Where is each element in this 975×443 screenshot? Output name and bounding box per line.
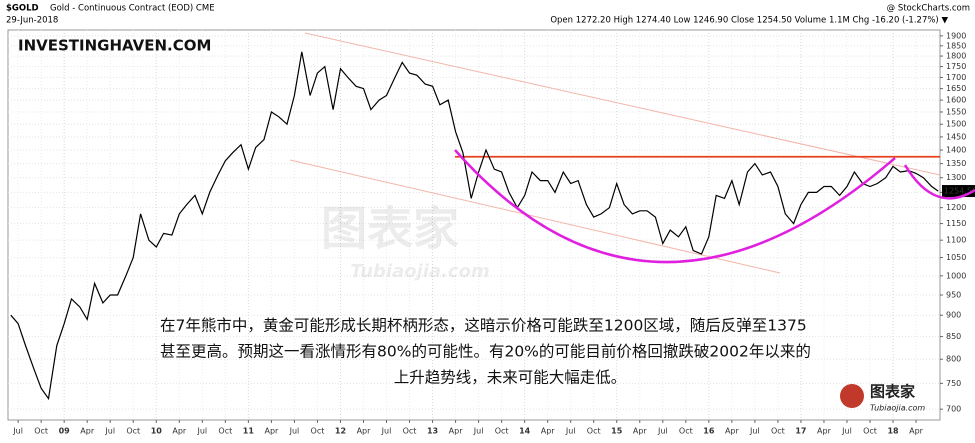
x-tick-label: Jul: [381, 427, 392, 436]
plot-frame: [7, 29, 941, 421]
y-tick-label: 1900: [946, 31, 966, 40]
x-tick-label: Jul: [473, 427, 484, 436]
x-tick-label: Jul: [196, 427, 207, 436]
x-tick-label: Oct: [34, 427, 48, 436]
y-tick-label: 800: [946, 355, 961, 364]
channel-lower: [289, 159, 781, 274]
x-tick-label: Oct: [218, 427, 232, 436]
handle-curve: [903, 164, 975, 200]
center-watermark-url: Tubiaojia.com: [350, 261, 489, 282]
quote: Open 1272.20 High 1274.40 Low 1246.90 Cl…: [550, 16, 948, 26]
watermark: INVESTINGHAVEN.COM: [18, 37, 211, 55]
y-tick-label: 750: [946, 379, 961, 388]
x-tick-label: 17: [795, 427, 806, 436]
y-tick-label: 950: [946, 290, 961, 299]
grid: 700 750 800 850 900 950 1000 1050 1100 1150 1200 12…: [8, 30, 966, 436]
logo-url: Tubiaojia.com: [870, 404, 925, 413]
x-tick-label: Jul: [289, 427, 300, 436]
x-tick-label: 14: [519, 427, 531, 436]
x-tick-label: Apr: [80, 427, 95, 436]
x-tick-label: Oct: [311, 427, 325, 436]
y-tick-label: 1500: [946, 120, 966, 129]
x-tick-label: Oct: [126, 427, 140, 436]
date: 29-Jun-2018: [6, 16, 58, 26]
logo-text: 图表家: [870, 383, 915, 401]
x-tick-label: Apr: [725, 427, 740, 436]
x-tick-label: 16: [703, 427, 715, 436]
x-tick-label: Oct: [587, 427, 601, 436]
center-watermark: 图表家: [321, 202, 459, 256]
y-tick-label: 850: [946, 332, 961, 341]
x-tick-label: 10: [151, 427, 163, 436]
x-tick-label: 12: [335, 427, 346, 436]
x-tick-label: Jul: [565, 427, 576, 436]
y-tick-label: 1750: [946, 62, 966, 71]
y-tick-label: 1300: [946, 173, 966, 182]
y-tick-label: 1800: [946, 52, 966, 61]
y-tick-label: 1650: [946, 84, 966, 93]
y-tick-label: 1200: [946, 203, 966, 212]
x-tick-label: Jul: [104, 427, 115, 436]
x-tick-label: 09: [59, 427, 71, 436]
x-tick-label: Oct: [679, 427, 693, 436]
y-tick-label: 1000: [946, 271, 966, 280]
y-tick-label: 1600: [946, 96, 966, 105]
y-tick-label: 1850: [946, 41, 966, 50]
y-tick-label: 700: [946, 405, 961, 414]
y-tick-label: 900: [946, 311, 961, 320]
x-tick-label: Apr: [541, 427, 556, 436]
last-value-label: 1254.50: [944, 187, 975, 196]
y-tick-label: 1100: [946, 236, 966, 245]
y-tick-label: 1400: [946, 146, 966, 155]
symbol: $GOLD: [6, 4, 39, 14]
x-tick-label: Apr: [449, 427, 464, 436]
x-tick-label: Apr: [172, 427, 187, 436]
x-tick-label: 11: [243, 427, 255, 436]
x-tick-label: Apr: [264, 427, 279, 436]
cup-curve: [454, 149, 896, 264]
x-tick-label: Apr: [909, 427, 924, 436]
x-tick-label: Jul: [657, 427, 668, 436]
y-tick-label: 1700: [946, 73, 966, 82]
subtitle: Gold - Continuous Contract (EOD) CME: [50, 4, 215, 14]
x-tick-label: Apr: [817, 427, 832, 436]
channel-upper: [304, 32, 941, 176]
x-tick-label: Apr: [633, 427, 648, 436]
y-tick-label: 1550: [946, 107, 966, 116]
logo-icon: [840, 384, 864, 408]
y-tick-label: 1050: [946, 253, 966, 262]
y-tick-label: 1350: [946, 159, 966, 168]
y-tick-label: 1150: [946, 219, 966, 228]
source: @ StockCharts.com: [887, 4, 970, 14]
x-tick-label: Oct: [403, 427, 417, 436]
x-tick-label: Jul: [841, 427, 852, 436]
x-tick-label: Oct: [863, 427, 877, 436]
annotation-line: 甚至更高。预期这一看涨情形有80%的可能性。有20%的可能目前价格回撤跌破200…: [160, 343, 811, 361]
x-tick-label: Apr: [357, 427, 372, 436]
annotation-line: 在7年熊市中，黄金可能形成长期杯柄形态，这暗示价格可能跌至1200区域，随后反弹…: [160, 317, 807, 335]
x-tick-label: Oct: [495, 427, 509, 436]
x-tick-label: Oct: [771, 427, 785, 436]
y-tick-label: 1450: [946, 132, 966, 141]
x-tick-label: Jul: [749, 427, 760, 436]
x-tick-label: 13: [427, 427, 438, 436]
x-tick-label: 15: [611, 427, 623, 436]
price-line: [10, 51, 939, 401]
x-tick-label: Jul: [12, 427, 23, 436]
x-tick-label: 18: [887, 427, 899, 436]
annotation-line: 上升趋势线，未来可能大幅走低。: [394, 369, 627, 387]
